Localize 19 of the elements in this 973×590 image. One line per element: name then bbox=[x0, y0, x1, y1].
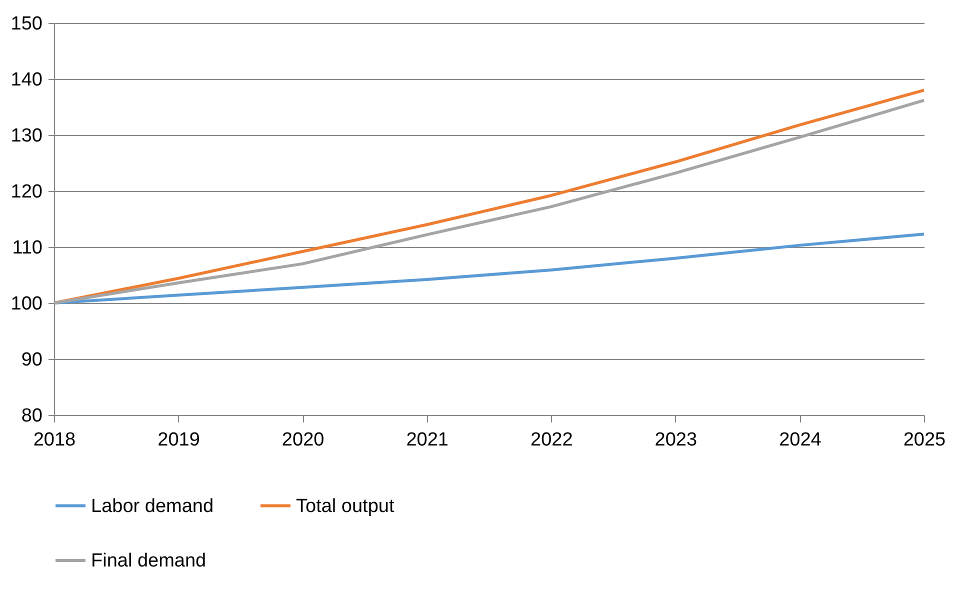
y-tick-label: 120 bbox=[10, 182, 42, 202]
y-tick-label: 100 bbox=[10, 294, 42, 314]
y-tick-label: 110 bbox=[12, 238, 42, 258]
y-tick-label: 150 bbox=[10, 14, 42, 34]
x-tick-label: 2020 bbox=[282, 430, 324, 450]
x-tick-label: 2018 bbox=[33, 430, 76, 450]
legend-label: Labor demand bbox=[91, 496, 214, 517]
x-tick-label: 2021 bbox=[406, 430, 448, 450]
x-tick-label: 2024 bbox=[779, 430, 822, 450]
y-tick-label: 80 bbox=[21, 406, 42, 426]
x-tick-label: 2023 bbox=[654, 430, 698, 450]
y-tick-label: 130 bbox=[10, 126, 42, 146]
x-tick-label: 2019 bbox=[158, 430, 200, 450]
legend-label: Final demand bbox=[91, 550, 206, 572]
legend-label: Total output bbox=[296, 496, 395, 517]
y-tick-label: 140 bbox=[10, 70, 42, 90]
x-tick-label: 2022 bbox=[530, 430, 573, 450]
x-tick-label: 2025 bbox=[903, 430, 946, 450]
y-tick-label: 90 bbox=[21, 350, 42, 370]
